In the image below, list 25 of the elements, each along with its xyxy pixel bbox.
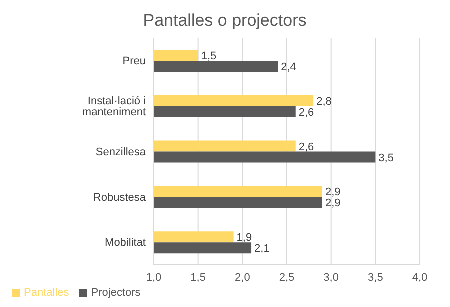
data-label: 2,9 — [325, 198, 341, 210]
legend-label: Projectors — [91, 287, 141, 299]
x-tick-label: 4,0 — [412, 272, 428, 284]
x-tick-label: 3,5 — [368, 272, 384, 284]
data-label: 1,9 — [236, 232, 252, 244]
legend-label: Pantalles — [24, 287, 70, 299]
data-label: 3,5 — [378, 152, 394, 164]
x-tick-label: 1,0 — [146, 272, 162, 284]
data-label: 2,4 — [281, 62, 296, 74]
data-label: 2,8 — [316, 96, 332, 108]
y-tick-label: Instal·lació i manteniment — [82, 96, 146, 119]
y-tick-label: Mobilitat — [105, 237, 146, 250]
x-tick-label: 2,5 — [279, 272, 295, 284]
chart-title: Pantalles o projectors — [142, 10, 308, 32]
y-tick-label: Robustesa — [93, 192, 147, 204]
data-label: 2,6 — [298, 141, 314, 154]
data-label: 1,5 — [201, 50, 217, 62]
x-tick-label: 1,5 — [190, 272, 206, 284]
x-tick-label: 3,0 — [324, 272, 339, 284]
y-tick-label: Preu — [122, 56, 146, 68]
data-label: 2,9 — [325, 186, 341, 199]
data-label: 2,6 — [298, 106, 314, 119]
data-label: 2,1 — [254, 243, 270, 256]
y-tick-label: Senzillesa — [96, 146, 147, 158]
x-tick-label: 2,0 — [235, 272, 250, 284]
